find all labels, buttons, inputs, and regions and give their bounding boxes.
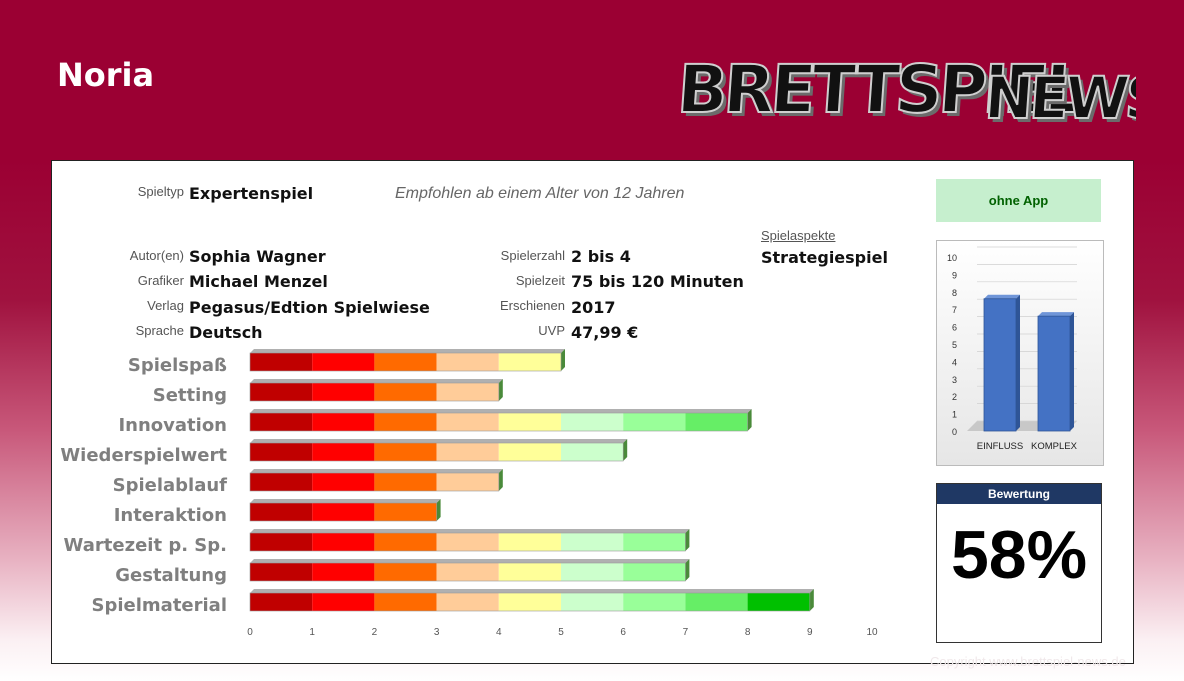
x-tick-label: 0: [247, 627, 253, 638]
rating-box: Bewertung 58%: [936, 483, 1102, 643]
bar: [249, 559, 690, 582]
uvp-value: 47,99 €: [571, 323, 639, 342]
autor-label: Autor(en): [129, 248, 184, 263]
svg-text:BRETTSPIEL: BRETTSPIEL: [676, 51, 1088, 128]
sprache-value: Deutsch: [189, 323, 263, 342]
category-label: Spielablauf: [112, 475, 227, 496]
review-panel: Spieltyp Expertenspiel Empfohlen ab eine…: [51, 160, 1134, 664]
category-label: Wiederspielwert: [60, 445, 227, 466]
spielaspekte-value: Strategiespiel: [761, 248, 888, 267]
x-category-label: EINFLUSS: [977, 441, 1023, 452]
svg-text:BRETTSPIEL: BRETTSPIEL: [679, 55, 1093, 130]
copyright-note: Copyright www.brettspiel-news.de: [930, 654, 1126, 669]
y-tick-label: 4: [952, 357, 957, 367]
mini-chart-svg: 0 1 2 3 4 5 6 7 8 9 10 EINFLUSS KOMPLEX: [947, 246, 1078, 452]
x-category-label: KOMPLEX: [1031, 441, 1078, 452]
x-tick-label: 10: [866, 627, 878, 638]
grafiker-label: Grafiker: [137, 273, 184, 288]
bar: [249, 349, 565, 372]
spielerzahl-label: Spielerzahl: [500, 248, 565, 263]
svg-text:NEWS: NEWS: [986, 68, 1136, 130]
app-badge: ohne App: [936, 179, 1101, 222]
bar: [249, 379, 503, 402]
spielzeit-value: 75 bis 120 Minuten: [571, 272, 744, 291]
y-tick-label: 8: [952, 288, 957, 298]
mini-chart: 0 1 2 3 4 5 6 7 8 9 10 EINFLUSS KOMPLEX: [936, 240, 1104, 466]
category-label: Spielspaß: [127, 355, 227, 376]
age-note: Empfohlen ab einem Alter von 12 Jahren: [395, 185, 685, 202]
category-label: Innovation: [118, 415, 227, 436]
mini-bar: [1037, 312, 1074, 432]
bar: [249, 469, 503, 492]
rating-bars-chart: 0 1 2 3 4 5 6 7 8 9 10: [247, 349, 878, 638]
spielzeit-label: Spielzeit: [515, 273, 565, 288]
category-label: Wartezeit p. Sp.: [63, 535, 227, 556]
y-tick-label: 5: [952, 340, 957, 350]
spieltyp-label: Spieltyp: [137, 184, 184, 199]
category-label: Gestaltung: [115, 565, 227, 586]
x-tick-label: 5: [558, 627, 564, 638]
spielerzahl-value: 2 bis 4: [571, 247, 631, 266]
page-title: Noria: [57, 56, 155, 94]
grafiker-value: Michael Menzel: [189, 272, 328, 291]
x-tick-label: 2: [372, 627, 378, 638]
category-label: Spielmaterial: [91, 595, 227, 616]
rating-label: Bewertung: [937, 484, 1101, 504]
y-tick-label: 3: [952, 375, 957, 385]
bar: [249, 439, 628, 462]
bar: [249, 589, 814, 612]
svg-text:NEWS: NEWS: [983, 64, 1136, 130]
y-tick-label: 1: [952, 410, 957, 420]
bar: [249, 499, 441, 522]
y-tick-label: 9: [952, 270, 957, 280]
x-tick-label: 3: [434, 627, 440, 638]
y-tick-label: 0: [952, 427, 957, 437]
mini-bar: [983, 294, 1020, 432]
y-tick-label: 7: [952, 305, 957, 315]
autor-value: Sophia Wagner: [189, 247, 326, 266]
category-label: Interaktion: [113, 505, 227, 526]
y-tick-label: 6: [952, 323, 957, 333]
x-tick-label: 9: [807, 627, 813, 638]
x-tick-label: 1: [309, 627, 315, 638]
y-tick-label: 2: [952, 392, 957, 402]
category-label: Setting: [152, 385, 227, 406]
bar: [249, 409, 752, 432]
erschienen-value: 2017: [571, 298, 616, 317]
y-tick-label: 10: [947, 253, 957, 263]
verlag-value: Pegasus/Edtion Spielwiese: [189, 298, 430, 317]
x-tick-label: 8: [745, 627, 751, 638]
x-tick-label: 4: [496, 627, 502, 638]
x-tick-label: 7: [683, 627, 689, 638]
brand-logo: BRETTSPIEL BRETTSPIEL NEWS NEWS: [676, 26, 1136, 130]
spielaspekte-label: Spielaspekte: [761, 228, 836, 243]
sprache-label: Sprache: [135, 323, 184, 338]
bar: [249, 529, 690, 552]
rating-value: 58%: [950, 517, 1088, 593]
erschienen-label: Erschienen: [499, 298, 565, 313]
uvp-label: UVP: [538, 323, 565, 338]
spieltyp-value: Expertenspiel: [189, 184, 314, 203]
x-tick-label: 6: [620, 627, 626, 638]
verlag-label: Verlag: [147, 298, 184, 313]
